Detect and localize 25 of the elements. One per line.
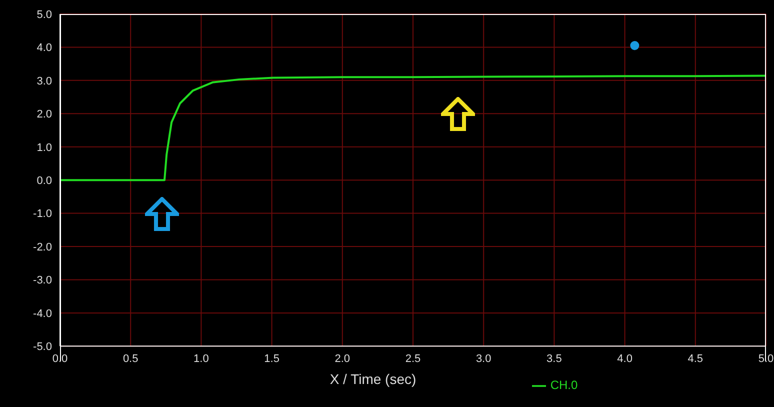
y-tick-label: -1.0 xyxy=(33,208,52,220)
y-tick-label: 0.0 xyxy=(36,174,52,187)
x-tick-label: 2.5 xyxy=(405,352,421,365)
y-tick-label: 1.0 xyxy=(36,142,52,154)
y-tick-label: 5.0 xyxy=(36,8,52,21)
legend-label: CH.0 xyxy=(550,378,578,392)
x-tick-label: 4.5 xyxy=(688,352,704,365)
x-tick-label: 3.5 xyxy=(546,352,562,365)
x-tick-label: 5.0 xyxy=(758,352,774,365)
x-tick-label: 0.5 xyxy=(122,352,138,365)
y-tick-label: 4.0 xyxy=(36,42,52,54)
x-tick-label: 1.0 xyxy=(194,352,209,365)
x-tick-label: 4.0 xyxy=(617,352,632,365)
y-tick-label: -5.0 xyxy=(33,341,52,354)
y-tick-label: 3.0 xyxy=(36,75,52,88)
x-tick-label: 1.5 xyxy=(264,352,280,365)
x-tick-label: 0.0 xyxy=(52,352,68,365)
x-tick-label: 2.0 xyxy=(334,352,350,365)
y-tick-label: -2.0 xyxy=(33,241,52,254)
y-tick-label: -4.0 xyxy=(33,308,52,320)
y-tick-label: 2.0 xyxy=(36,108,52,121)
line-series xyxy=(60,74,766,182)
y-tick-label: -3.0 xyxy=(33,274,52,287)
x-axis-title: X / Time (sec) xyxy=(330,371,416,388)
x-tick-label: 3.0 xyxy=(476,352,492,365)
